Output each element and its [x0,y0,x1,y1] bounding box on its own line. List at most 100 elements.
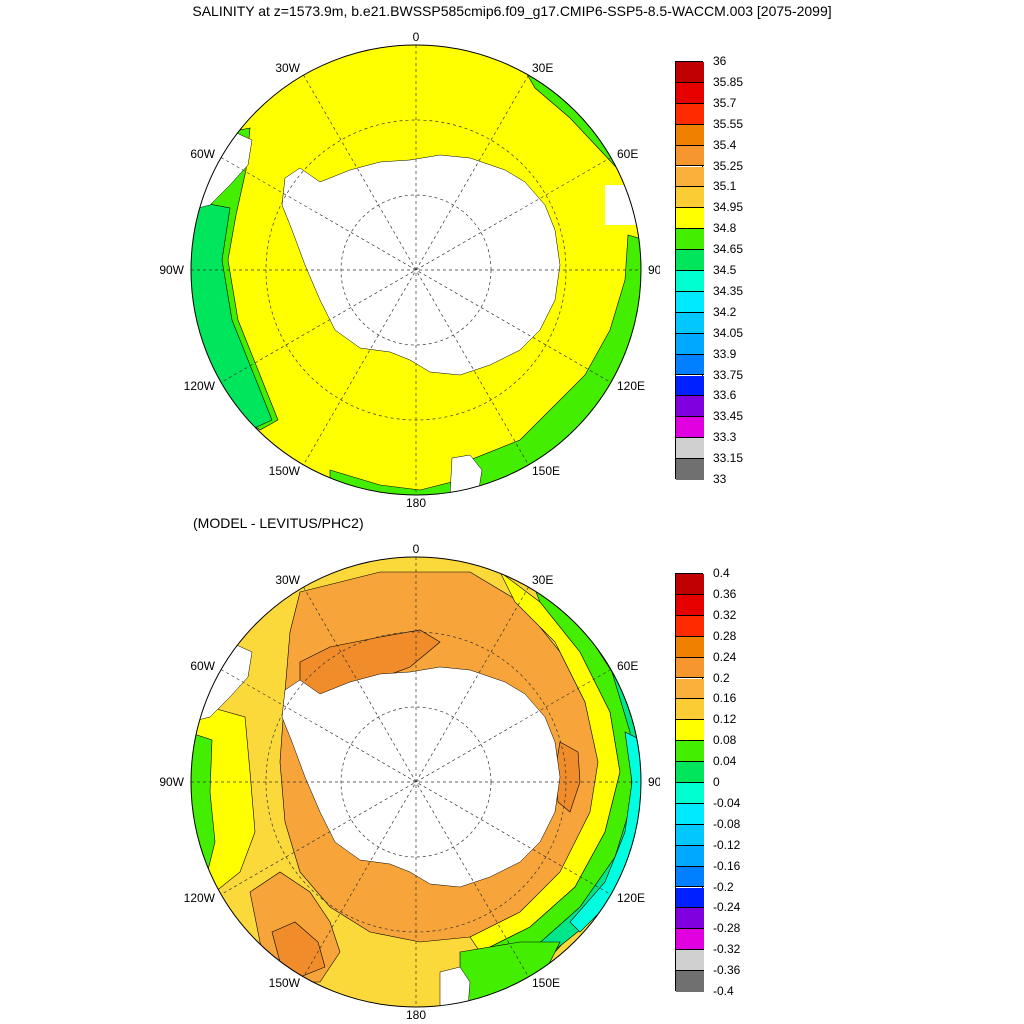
colorbar-swatch [676,417,704,439]
colorbar-swatch [676,103,704,125]
lon-label-30w: 30W [275,573,300,587]
top-salinity-map: 0 180 90W 90E 30W 30E 60W 60E 120W 120E … [159,30,660,510]
colorbar-tick-label: 0.16 [713,691,737,706]
colorbar-swatch [676,208,704,230]
colorbar-swatch [676,929,704,951]
colorbar-swatch [676,594,704,616]
colorbar-tick-label: 0.36 [713,586,737,601]
lon-label-30e: 30E [532,61,553,75]
colorbar-tick-label: -0.2 [713,879,734,894]
colorbar-tick-label: 0 [713,775,720,789]
colorbar-tick-label: 35.4 [713,137,737,152]
lon-label-0: 0 [413,30,420,44]
lon-label-150e: 150E [532,976,560,990]
lon-label-150e: 150E [532,464,560,478]
colorbar-swatch [676,354,704,376]
lon-label-60e: 60E [617,147,638,161]
colorbar-swatch [676,229,704,251]
colorbar-tick-label: 35.85 [713,74,744,89]
colorbar-tick-label: -0.04 [713,795,741,810]
colorbar-tick-label: 33.45 [713,409,744,424]
colorbar-swatch [676,615,704,637]
colorbar-tick-label: 33.6 [713,388,737,403]
colorbar-swatch [676,699,704,721]
figure-title: SALINITY at z=1573.9m, b.e21.BWSSP585cmi… [192,3,832,19]
lon-label-30w: 30W [275,61,300,75]
colorbar-swatch [676,62,704,83]
antarctica-continent [281,666,561,888]
lon-label-180: 180 [406,1008,426,1022]
lon-label-120e: 120E [617,891,645,905]
colorbar-tick-label: 33 [713,472,727,486]
colorbar-tick-label: -0.12 [713,837,741,852]
colorbar-tick-label: 34.8 [713,221,737,236]
colorbar-tick-label: -0.36 [713,963,741,978]
colorbar-swatch [676,291,704,313]
lon-label-60w: 60W [190,147,215,161]
colorbar-tick-label: 35.7 [713,95,737,110]
colorbar-tick-label: 0.08 [713,733,737,748]
colorbar-swatch [676,187,704,209]
colorbar-swatch [676,145,704,167]
colorbar-tick-label: 34.35 [713,283,744,298]
difference-subtitle: (MODEL - LEVITUS/PHC2) [193,515,364,531]
colorbar-swatch [676,396,704,418]
colorbar-tick-label: 0.12 [713,712,737,727]
lon-label-150w: 150W [269,464,301,478]
colorbar-swatch [676,762,704,783]
lon-label-150w: 150W [269,976,301,990]
land-pacific-edge [449,454,483,495]
lon-label-120e: 120E [617,379,645,393]
colorbar-tick-label: 0.32 [713,607,737,622]
colorbar-swatch [676,636,704,658]
colorbar-swatch [676,124,704,146]
diff-cyan-east-band [569,731,641,933]
colorbar-swatch [676,375,704,397]
colorbar-swatch [676,741,704,763]
colorbar-swatch [676,574,704,595]
colorbar-swatch [676,459,704,480]
colorbar-swatch [676,824,704,846]
colorbar-tick-label: 33.75 [713,367,744,382]
lon-label-90e: 90E [648,263,660,277]
diff-green-west-band [191,731,216,884]
colorbar-tick-label: 34.05 [713,325,744,340]
colorbar-tick-label: 35.55 [713,116,744,131]
lon-label-30e: 30E [532,573,553,587]
lon-label-120w: 120W [184,891,216,905]
colorbar-tick-label: 34.2 [713,304,737,319]
lon-label-60e: 60E [617,659,638,673]
lon-label-60w: 60W [190,659,215,673]
colorbar-tick-label: 34.5 [713,263,737,277]
colorbar-tick-label: 33.3 [713,430,737,445]
colorbar-swatch [676,82,704,104]
colorbar-tick-label: 0.28 [713,628,737,643]
colorbar-tick-label: 34.65 [713,242,744,257]
lon-label-90e: 90E [648,775,660,789]
colorbar-swatch [676,803,704,825]
lon-label-180: 180 [406,496,426,510]
colorbar-tick-label: 33.9 [713,346,737,361]
colorbar-tick-label: -0.16 [713,858,741,873]
colorbar-swatch [676,250,704,271]
colorbar-tick-label: 0.24 [713,649,737,664]
colorbar-swatch [676,950,704,972]
colorbar-swatch [676,166,704,188]
colorbar-swatch [676,678,704,700]
colorbar-tick-label: -0.24 [713,900,741,915]
colorbar-tick-label: -0.4 [713,984,734,998]
colorbar-tick-label: 35.25 [713,158,744,173]
colorbar-swatch [676,887,704,909]
colorbar-tick-label: 34.95 [713,200,744,215]
colorbar-swatch [676,312,704,334]
land-east-edge [605,185,641,225]
colorbar-tick-label: 0.2 [713,670,730,685]
lon-label-90w: 90W [159,775,184,789]
colorbar-tick-label: -0.32 [713,942,741,957]
colorbar-swatch [676,333,704,355]
antarctica-continent [281,154,561,376]
colorbar-swatch [676,908,704,930]
colorbar-swatches [675,573,704,992]
colorbar-tick-label: 33.15 [713,451,744,466]
land-pacific-edge [439,966,471,1007]
